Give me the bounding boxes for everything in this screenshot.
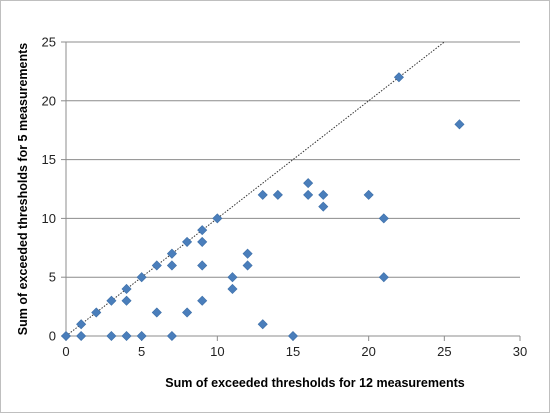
data-point — [166, 260, 177, 271]
data-point — [76, 319, 87, 330]
data-point — [287, 330, 299, 342]
axes — [61, 41, 521, 341]
data-point — [227, 272, 238, 283]
data-point — [454, 119, 465, 130]
gridlines — [66, 41, 520, 278]
data-point — [121, 330, 132, 342]
y-tick-label: 25 — [42, 35, 56, 50]
data-point — [91, 307, 102, 318]
y-tick-labels: 0 5 10 15 20 25 — [42, 35, 56, 344]
data-point — [121, 295, 132, 306]
data-point — [303, 189, 314, 200]
data-point — [363, 189, 374, 200]
data-point — [318, 189, 329, 200]
data-point — [166, 248, 177, 259]
y-tick-label: 20 — [42, 93, 56, 108]
data-point — [303, 178, 314, 189]
data-point — [106, 330, 117, 342]
data-point — [197, 260, 208, 271]
x-axis-title: Sum of exceeded thresholds for 12 measur… — [165, 376, 464, 390]
reference-line — [65, 41, 445, 337]
x-tick-labels: 0 5 10 15 20 25 30 — [62, 344, 527, 359]
data-point — [197, 295, 208, 306]
data-point — [151, 260, 162, 271]
reference-line-group — [65, 41, 445, 337]
y-tick-label: 5 — [49, 270, 56, 285]
data-point — [136, 330, 147, 342]
data-point — [182, 236, 193, 247]
data-point — [318, 201, 329, 212]
data-point — [182, 307, 193, 318]
data-point — [76, 330, 87, 342]
x-tick-label: 10 — [210, 344, 224, 359]
data-point — [106, 295, 117, 306]
data-point — [60, 330, 72, 342]
data-point — [257, 319, 268, 330]
x-tick-label: 20 — [361, 344, 375, 359]
x-tick-label: 5 — [138, 344, 145, 359]
y-tick-label: 0 — [49, 329, 56, 344]
y-tick-label: 10 — [42, 211, 56, 226]
x-tick-label: 0 — [62, 344, 69, 359]
data-point — [121, 283, 132, 294]
data-point — [197, 225, 208, 236]
x-tick-label: 25 — [437, 344, 451, 359]
data-point — [136, 272, 147, 283]
x-tick-label: 30 — [513, 344, 527, 359]
data-point — [272, 189, 283, 200]
data-point — [166, 330, 177, 342]
y-tick-label: 15 — [42, 152, 56, 167]
data-point — [378, 213, 389, 224]
data-point — [197, 236, 208, 247]
data-point — [257, 189, 268, 200]
x-tick-label: 15 — [286, 344, 300, 359]
data-point — [242, 248, 253, 259]
data-point — [393, 72, 404, 83]
data-point — [242, 260, 253, 271]
y-axis-title: Sum of exceeded thresholds for 5 measure… — [16, 43, 30, 336]
data-points — [60, 72, 465, 342]
data-point — [151, 307, 162, 318]
data-point — [212, 213, 223, 224]
data-point — [227, 283, 238, 294]
data-point — [378, 272, 389, 283]
